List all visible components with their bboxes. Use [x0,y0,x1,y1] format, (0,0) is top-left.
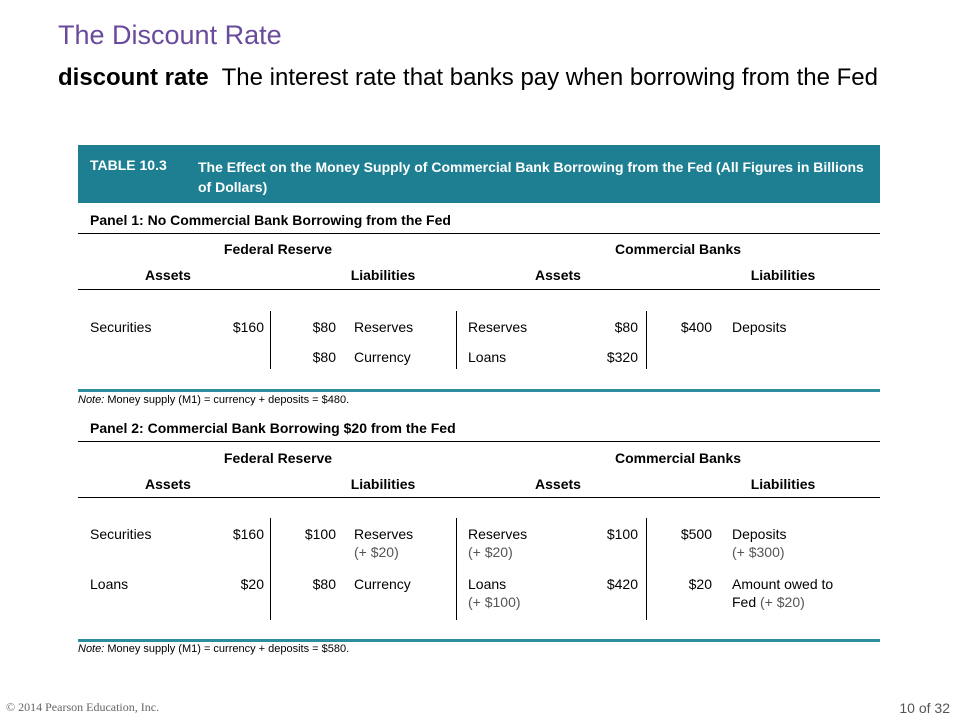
cell: Deposits [732,526,787,542]
t-divider-banks [646,311,647,369]
note-text: Money supply (M1) = currency + deposits … [107,394,350,406]
header-fed-assets: Assets [145,267,191,283]
cell: Reserves [468,319,528,335]
header-commercial-banks: Commercial Banks [614,450,742,466]
cell: Loans [468,349,507,365]
copyright: © 2014 Pearson Education, Inc. [6,700,160,714]
page-number: 10 of 32 [899,700,950,716]
cell: $160 [232,319,264,335]
definition: discount rate The interest rate that ban… [58,62,888,94]
panel-2-title: Panel 2: Commercial Bank Borrowing $20 f… [90,420,456,436]
cell: Amount owed to [732,576,834,592]
panel-2-note: Note: Money supply (M1) = currency + dep… [78,643,349,655]
header-bank-liabilities: Liabilities [750,267,816,283]
table-number: TABLE 10.3 [90,157,167,173]
cell: $80 [312,319,336,335]
divider [78,441,880,442]
cell-change: (+ $20) [354,544,399,560]
table-header: TABLE 10.3 The Effect on the Money Suppl… [78,145,880,203]
cell: Reserves [354,526,414,542]
panel-1-title: Panel 1: No Commercial Bank Borrowing fr… [90,212,451,228]
cell: Loans [468,576,507,592]
cell-change: (+ $300) [732,544,785,560]
cell: $400 [680,319,712,335]
panel-1: Panel 1: No Commercial Bank Borrowing fr… [78,203,880,393]
table-title: The Effect on the Money Supply of Commer… [198,159,864,195]
cell: $160 [232,526,264,542]
definition-text: The interest rate that banks pay when bo… [221,64,878,91]
cell: Securities [90,319,152,335]
account-divider [456,311,457,369]
cell: Securities [90,526,152,542]
cell: Reserves [468,526,528,542]
note-text: Money supply (M1) = currency + deposits … [107,643,350,655]
header-bank-assets: Assets [535,267,581,283]
cell: $20 [240,576,264,592]
note-label: Note: [78,394,105,406]
cell: $500 [680,526,712,542]
cell: Loans [90,576,129,592]
panel-2-rule [78,639,880,642]
divider [78,497,880,498]
cell: Currency [354,349,411,365]
header-fed-liabilities: Liabilities [350,476,416,492]
cell-change: (+ $100) [468,594,521,610]
cell-change: (+ $20) [468,544,513,560]
header-bank-liabilities: Liabilities [750,476,816,492]
header-fed-liabilities: Liabilities [350,267,416,283]
cell: $20 [688,576,712,592]
cell-change: (+ $20) [760,594,805,610]
cell: $100 [304,526,336,542]
t-divider-fed [270,311,271,369]
divider [78,233,880,234]
divider [78,289,880,290]
t-divider-banks [646,518,647,620]
cell-line2: Fed (+ $20) [732,594,805,610]
header-federal-reserve: Federal Reserve [223,450,333,466]
cell: Deposits [732,319,787,335]
panel-1-note: Note: Money supply (M1) = currency + dep… [78,394,349,406]
cell: $80 [312,576,336,592]
cell: $420 [606,576,638,592]
header-federal-reserve: Federal Reserve [223,241,333,257]
definition-term: discount rate [58,64,209,91]
cell: $80 [312,349,336,365]
account-divider [456,518,457,620]
panel-2: Panel 2: Commercial Bank Borrowing $20 f… [78,412,880,644]
panel-1-rule [78,389,880,392]
t-divider-fed [270,518,271,620]
cell: Reserves [354,319,414,335]
header-commercial-banks: Commercial Banks [614,241,742,257]
header-fed-assets: Assets [145,476,191,492]
cell: Currency [354,576,411,592]
note-label: Note: [78,643,105,655]
slide-title: The Discount Rate [58,20,282,50]
cell: Fed [732,594,757,610]
cell: $100 [606,526,638,542]
header-bank-assets: Assets [535,476,581,492]
cell: $320 [606,349,638,365]
cell: $80 [614,319,638,335]
